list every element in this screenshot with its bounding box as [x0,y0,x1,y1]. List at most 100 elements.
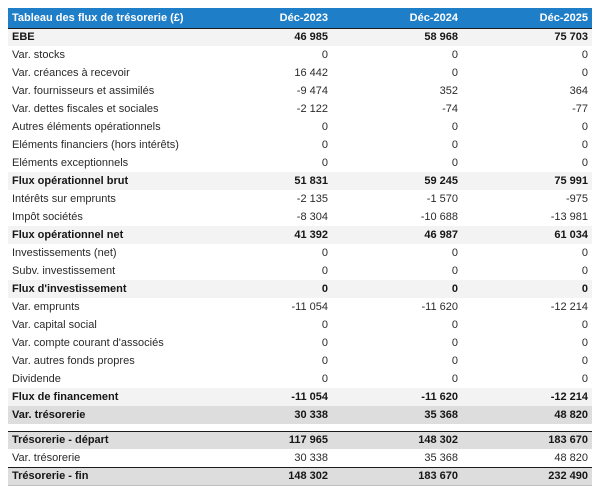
cell-value: 0 [321,373,328,385]
cell-value: 0 [581,319,588,331]
table-row: Intérêts sur emprunts -2 135 -1 570 -975 [8,190,592,208]
row-label: Var. fournisseurs et assimilés [12,85,155,97]
row-label: Investissements (net) [12,247,117,259]
cell-value: 0 [321,355,328,367]
cell-value: 48 820 [554,451,588,464]
cell-value: 0 [451,265,458,277]
cell-value: 148 302 [288,470,328,482]
row-label: Var. dettes fiscales et sociales [12,103,159,115]
table-row: Var. compte courant d'associés 0 0 0 [8,334,592,352]
cell-value: 75 703 [554,31,588,44]
table-row: Impôt sociétés -8 304 -10 688 -13 981 [8,208,592,226]
table-row: Var. fournisseurs et assimilés -9 474 352 3… [8,82,592,100]
cell-value: -2 122 [296,103,328,115]
table-row: Dividende 0 0 0 [8,370,592,388]
cell-value: 0 [451,337,458,349]
cell-value: -9 474 [296,85,328,97]
cell-value: 0 [581,49,588,61]
cell-value: 232 490 [548,470,588,482]
table-row: Var. dettes fiscales et sociales -2 122 -7… [8,100,592,118]
cell-value: 0 [451,283,458,295]
row-label: Flux d'investissement [12,283,127,295]
cell-value: 58 968 [424,31,458,44]
table-row: Var. stocks 0 0 0 [8,46,592,64]
table-row: Subv. investissement 0 0 0 [8,262,592,280]
cell-value: -12 214 [550,391,588,403]
cell-value: 0 [581,283,588,295]
cell-value: 61 034 [554,229,588,241]
cell-value: 0 [581,157,588,169]
cell-value: 30 338 [294,409,328,421]
row-label: Subv. investissement [12,265,116,277]
table-title: Tableau des flux de trésorerie (£) [8,8,202,28]
cell-value: 0 [581,265,588,277]
cell-value: 46 985 [294,31,328,44]
table-row: Flux opérationnel net 41 392 46 987 61 034 [8,226,592,244]
cell-value: 0 [321,139,328,151]
cell-value: 148 302 [418,434,458,447]
cell-value: 0 [321,319,328,331]
cell-value: 46 987 [424,229,458,241]
cash-flow-table: Tableau des flux de trésorerie (£) Déc-2… [8,8,592,486]
row-label: Var. stocks [12,49,65,61]
row-label: EBE [12,31,35,44]
cell-value: 0 [451,49,458,61]
cell-value: 0 [581,247,588,259]
header-row: Tableau des flux de trésorerie (£) Déc-2… [8,8,592,28]
cell-value: 0 [581,355,588,367]
row-label: Eléments financiers (hors intérêts) [12,139,179,151]
cell-value: 352 [439,85,458,97]
row-label: Flux de financement [12,391,119,403]
table-row: Var. trésorerie 30 338 35 368 48 820 [8,449,592,467]
cell-value: 0 [581,121,588,133]
cell-value: 51 831 [294,175,328,187]
row-label: Autres éléments opérationnels [12,121,161,133]
cell-value: 0 [321,121,328,133]
column-header-dec-2025: Déc-2025 [462,8,592,28]
cell-value: -74 [442,103,458,115]
table-row: Autres éléments opérationnels 0 0 0 [8,118,592,136]
cell-value: 0 [581,373,588,385]
row-label: Flux opérationnel net [12,229,124,241]
table-row: Flux de financement -11 054 -11 620 -12 214 [8,388,592,406]
table-row: Eléments financiers (hors intérêts) 0 0 0 [8,136,592,154]
row-label: Var. emprunts [12,301,80,313]
cell-value: 0 [451,67,458,79]
cell-value: 0 [321,337,328,349]
cell-value: 0 [321,283,328,295]
cell-value: 0 [581,337,588,349]
cell-value: 0 [321,49,328,61]
row-label: Dividende [12,373,61,385]
cell-value: -13 981 [550,211,588,223]
table-row: Var. emprunts -11 054 -11 620 -12 214 [8,298,592,316]
row-label: Trésorerie - départ [12,434,109,447]
cell-value: 0 [321,265,328,277]
table-row: EBE 46 985 58 968 75 703 [8,28,592,46]
row-label: Var. capital social [12,319,97,331]
cell-value: -77 [572,103,588,115]
cell-value: 30 338 [294,451,328,464]
cell-value: -1 570 [426,193,458,205]
cell-value: 0 [451,157,458,169]
cell-value: 35 368 [424,409,458,421]
table-header: Tableau des flux de trésorerie (£) Déc-2… [8,8,592,28]
cell-value: 0 [451,373,458,385]
cell-value: 35 368 [424,451,458,464]
cell-value: 183 670 [418,470,458,482]
cell-value: -2 135 [296,193,328,205]
cell-value: 0 [451,247,458,259]
table-row: Flux d'investissement 0 0 0 [8,280,592,298]
row-label: Var. créances à recevoir [12,67,130,79]
cell-value: -10 688 [420,211,458,223]
spacer-row [8,424,592,431]
cell-value: 0 [451,121,458,133]
cell-value: 16 442 [294,67,328,79]
cell-value: 0 [451,355,458,367]
cell-value: 0 [451,319,458,331]
table-row: Var. autres fonds propres 0 0 0 [8,352,592,370]
cell-value: -8 304 [296,211,328,223]
table-row: Trésorerie - départ 117 965 148 302 183 670 [8,431,592,449]
cell-value: -12 214 [550,301,588,313]
row-label: Eléments exceptionnels [12,157,129,169]
